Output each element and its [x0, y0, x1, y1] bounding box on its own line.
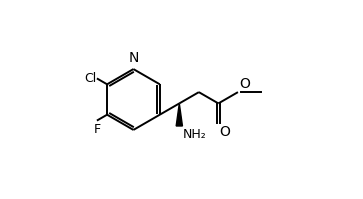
Text: Cl: Cl: [84, 72, 96, 85]
Polygon shape: [176, 103, 183, 126]
Text: F: F: [94, 123, 101, 136]
Text: O: O: [219, 125, 230, 139]
Text: NH₂: NH₂: [182, 128, 206, 141]
Text: O: O: [239, 77, 250, 91]
Text: N: N: [128, 51, 139, 65]
